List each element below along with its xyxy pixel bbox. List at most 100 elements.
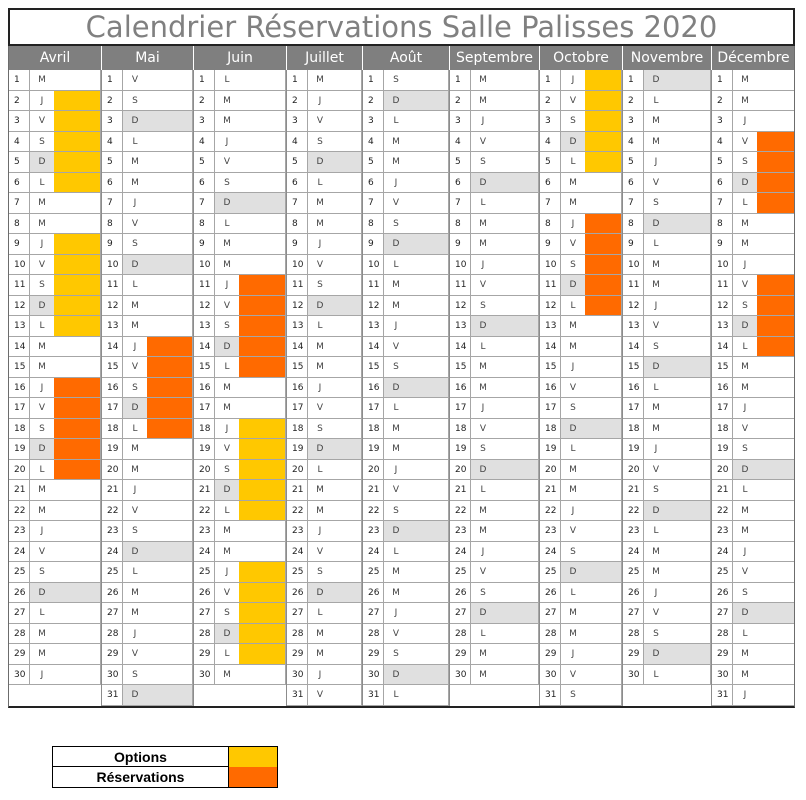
- day-status[interactable]: [668, 603, 711, 624]
- day-status[interactable]: [585, 480, 622, 501]
- day-status-option[interactable]: [239, 582, 286, 603]
- day-status-reservation[interactable]: [147, 398, 193, 419]
- day-status[interactable]: [147, 172, 193, 193]
- day-status[interactable]: [54, 213, 101, 234]
- day-status-option[interactable]: [239, 603, 286, 624]
- day-status[interactable]: [668, 500, 711, 521]
- day-status[interactable]: [585, 172, 622, 193]
- day-status[interactable]: [408, 70, 449, 91]
- day-status[interactable]: [239, 234, 286, 255]
- day-status-option[interactable]: [54, 316, 101, 337]
- day-status[interactable]: [408, 418, 449, 439]
- day-status[interactable]: [332, 111, 362, 132]
- day-status[interactable]: [668, 193, 711, 214]
- day-status[interactable]: [757, 664, 795, 685]
- day-status[interactable]: [332, 521, 362, 542]
- day-status-reservation[interactable]: [585, 275, 622, 296]
- day-status[interactable]: [239, 254, 286, 275]
- day-status[interactable]: [668, 275, 711, 296]
- day-status[interactable]: [408, 193, 449, 214]
- day-status[interactable]: [495, 336, 539, 357]
- day-status[interactable]: [495, 172, 539, 193]
- day-status[interactable]: [147, 254, 193, 275]
- day-status[interactable]: [147, 541, 193, 562]
- day-status-option[interactable]: [54, 234, 101, 255]
- day-status[interactable]: [408, 603, 449, 624]
- day-status[interactable]: [408, 459, 449, 480]
- day-status[interactable]: [239, 70, 286, 91]
- day-status[interactable]: [332, 295, 362, 316]
- day-status[interactable]: [239, 90, 286, 111]
- day-status[interactable]: [495, 295, 539, 316]
- day-status[interactable]: [54, 193, 101, 214]
- day-status[interactable]: [668, 480, 711, 501]
- day-status[interactable]: [495, 459, 539, 480]
- day-status-option[interactable]: [54, 131, 101, 152]
- day-status[interactable]: [147, 500, 193, 521]
- day-status[interactable]: [332, 541, 362, 562]
- day-status[interactable]: [495, 90, 539, 111]
- day-status[interactable]: [757, 70, 795, 91]
- day-status[interactable]: [332, 685, 362, 706]
- day-status[interactable]: [495, 254, 539, 275]
- day-status[interactable]: [757, 500, 795, 521]
- day-status[interactable]: [668, 439, 711, 460]
- day-status[interactable]: [495, 357, 539, 378]
- day-status[interactable]: [332, 193, 362, 214]
- day-status[interactable]: [408, 172, 449, 193]
- day-status[interactable]: [757, 459, 795, 480]
- day-status[interactable]: [54, 541, 101, 562]
- day-status-option[interactable]: [54, 90, 101, 111]
- day-status-reservation[interactable]: [757, 275, 795, 296]
- day-status-reservation[interactable]: [757, 172, 795, 193]
- day-status[interactable]: [147, 275, 193, 296]
- day-status[interactable]: [147, 459, 193, 480]
- day-status[interactable]: [495, 70, 539, 91]
- day-status-reservation[interactable]: [54, 418, 101, 439]
- day-status[interactable]: [332, 131, 362, 152]
- day-status-reservation[interactable]: [147, 336, 193, 357]
- day-status-option[interactable]: [54, 172, 101, 193]
- day-status[interactable]: [495, 398, 539, 419]
- day-status[interactable]: [668, 377, 711, 398]
- day-status-option[interactable]: [54, 275, 101, 296]
- day-status[interactable]: [408, 398, 449, 419]
- day-status[interactable]: [668, 418, 711, 439]
- day-status[interactable]: [757, 439, 795, 460]
- day-status-reservation[interactable]: [757, 193, 795, 214]
- day-status-reservation[interactable]: [239, 295, 286, 316]
- day-status[interactable]: [408, 644, 449, 665]
- day-status[interactable]: [495, 664, 539, 685]
- day-status[interactable]: [147, 664, 193, 685]
- day-status[interactable]: [147, 562, 193, 583]
- day-status[interactable]: [239, 213, 286, 234]
- day-status[interactable]: [147, 90, 193, 111]
- day-status[interactable]: [54, 70, 101, 91]
- day-status[interactable]: [495, 480, 539, 501]
- day-status[interactable]: [147, 603, 193, 624]
- day-status[interactable]: [408, 234, 449, 255]
- day-status[interactable]: [332, 398, 362, 419]
- day-status-reservation[interactable]: [757, 295, 795, 316]
- day-status[interactable]: [332, 439, 362, 460]
- day-status[interactable]: [495, 377, 539, 398]
- day-status[interactable]: [668, 111, 711, 132]
- day-status[interactable]: [585, 623, 622, 644]
- day-status[interactable]: [585, 603, 622, 624]
- day-status[interactable]: [408, 562, 449, 583]
- day-status-reservation[interactable]: [54, 377, 101, 398]
- day-status-option[interactable]: [239, 439, 286, 460]
- day-status-reservation[interactable]: [757, 152, 795, 173]
- day-status[interactable]: [332, 254, 362, 275]
- day-status[interactable]: [585, 398, 622, 419]
- day-status[interactable]: [585, 439, 622, 460]
- day-status[interactable]: [147, 439, 193, 460]
- day-status[interactable]: [668, 295, 711, 316]
- day-status[interactable]: [147, 521, 193, 542]
- day-status[interactable]: [332, 500, 362, 521]
- day-status[interactable]: [147, 582, 193, 603]
- day-status[interactable]: [495, 213, 539, 234]
- day-status[interactable]: [757, 603, 795, 624]
- day-status-reservation[interactable]: [239, 336, 286, 357]
- day-status[interactable]: [668, 459, 711, 480]
